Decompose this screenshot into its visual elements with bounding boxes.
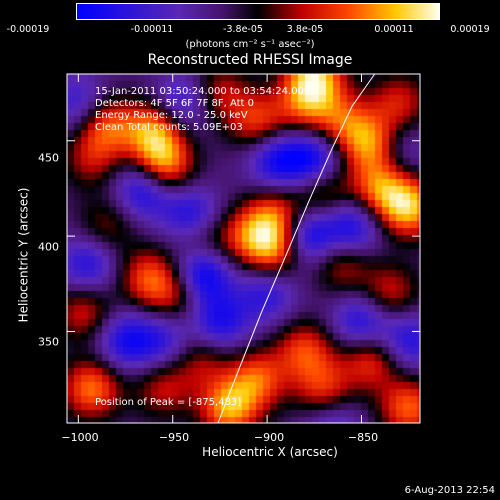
x-axis-label: Heliocentric X (arcsec) xyxy=(202,445,338,459)
colorbar-tick: -0.00011 xyxy=(130,24,174,35)
colorbar-tick: 3.8e-05 xyxy=(286,24,324,35)
colorbar-tick-labels: -0.00019 -0.00011 -3.8e-05 3.8e-05 0.000… xyxy=(0,24,500,38)
x-tick-label: −900 xyxy=(253,431,285,444)
colorbar-tick: -3.8e-05 xyxy=(223,24,263,35)
energy-range-annotation: Energy Range: 12.0 - 25.0 keV xyxy=(95,110,248,121)
colorbar-tick: 0.00011 xyxy=(374,24,414,35)
colorbar-gradient xyxy=(77,4,439,19)
plot-title: Reconstructed RHESSI Image xyxy=(147,52,353,68)
x-tick-label: −950 xyxy=(158,431,190,444)
colorbar-units: (photons cm⁻² s⁻¹ asec⁻²) xyxy=(185,39,315,50)
y-tick-label: 450 xyxy=(38,151,59,165)
heatmap-image xyxy=(67,74,420,423)
y-tick-label: 400 xyxy=(38,240,59,254)
y-tick-label: 350 xyxy=(38,335,59,349)
x-tick-label: −1000 xyxy=(61,431,99,444)
clean-counts-annotation: Clean Total counts: 5.09E+03 xyxy=(95,122,243,133)
colorbar-tick: 0.00019 xyxy=(450,24,490,35)
y-axis-label: Heliocentric Y (arcsec) xyxy=(16,187,31,323)
detectors-annotation: Detectors: 4F 5F 6F 7F 8F, Att 0 xyxy=(95,98,255,109)
peak-position-annotation: Position of Peak = [-875,483] xyxy=(95,397,242,408)
colorbar-tick: -0.00019 xyxy=(6,24,50,35)
solar-limb-line xyxy=(217,73,376,424)
x-tick-marks xyxy=(77,74,362,423)
x-tick-label: −850 xyxy=(347,431,379,444)
colorbar xyxy=(76,3,440,20)
time-range-annotation: 15-Jan-2011 03:50:24.000 to 03:54:24.000 xyxy=(95,86,311,97)
footer-date: 6-Aug-2013 22:54 xyxy=(404,485,495,496)
y-tick-marks xyxy=(67,140,420,332)
